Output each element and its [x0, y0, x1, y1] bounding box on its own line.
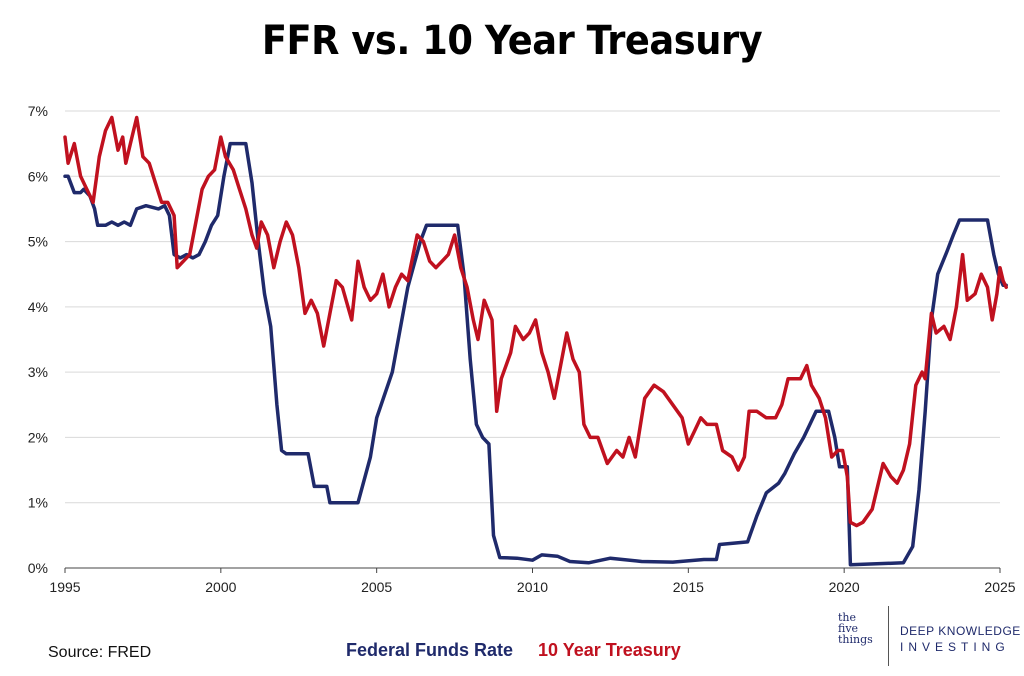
x-tick-label: 2025	[984, 579, 1015, 595]
series-line-federal-funds-rate	[63, 141, 1008, 567]
chart-title: FFR vs. 10 Year Treasury	[261, 18, 763, 64]
y-tick-label: 5%	[28, 234, 48, 250]
x-tick-label: 2000	[205, 579, 236, 595]
x-tick-label: 2010	[517, 579, 548, 595]
axis-layer: 0% 1% 2% 3% 4% 5% 6% 7% 1995 2000 2005 2010 2015 2020…	[28, 103, 1016, 595]
y-tick-label: 2%	[28, 429, 48, 445]
source-note: Source: FRED	[48, 644, 152, 661]
series-layer	[63, 115, 1008, 567]
y-tick-label: 3%	[28, 364, 48, 380]
x-tick-label: 2015	[673, 579, 704, 595]
series-line-10-year-treasury	[63, 115, 1008, 528]
logo-mark-word: five	[838, 622, 859, 635]
brand-logo: the five things DEEP KNOWLEDGE INVESTING	[838, 602, 1021, 668]
y-tick-label: 4%	[28, 299, 48, 315]
y-tick-label: 0%	[28, 560, 48, 576]
logo-mark-word: the	[838, 611, 857, 624]
y-tick-label: 7%	[28, 103, 48, 119]
brand-divider	[888, 606, 889, 666]
x-tick-label: 1995	[49, 579, 80, 595]
brand-name-line-1: DEEP KNOWLEDGE	[900, 624, 1021, 638]
legend-item-federal-funds-rate: Federal Funds Rate	[346, 640, 514, 660]
y-tick-label: 6%	[28, 168, 48, 184]
logo-mark-word: things	[838, 633, 873, 646]
five-things-logo-mark: the five things	[838, 612, 882, 660]
legend-item-10-year-treasury: 10 Year Treasury	[538, 640, 681, 660]
x-tick-label: 2020	[829, 579, 860, 595]
grid-layer	[65, 110, 1000, 504]
brand-name-line-2: INVESTING	[900, 640, 1010, 654]
x-tick-label: 2005	[361, 579, 392, 595]
y-tick-label: 1%	[28, 495, 48, 511]
